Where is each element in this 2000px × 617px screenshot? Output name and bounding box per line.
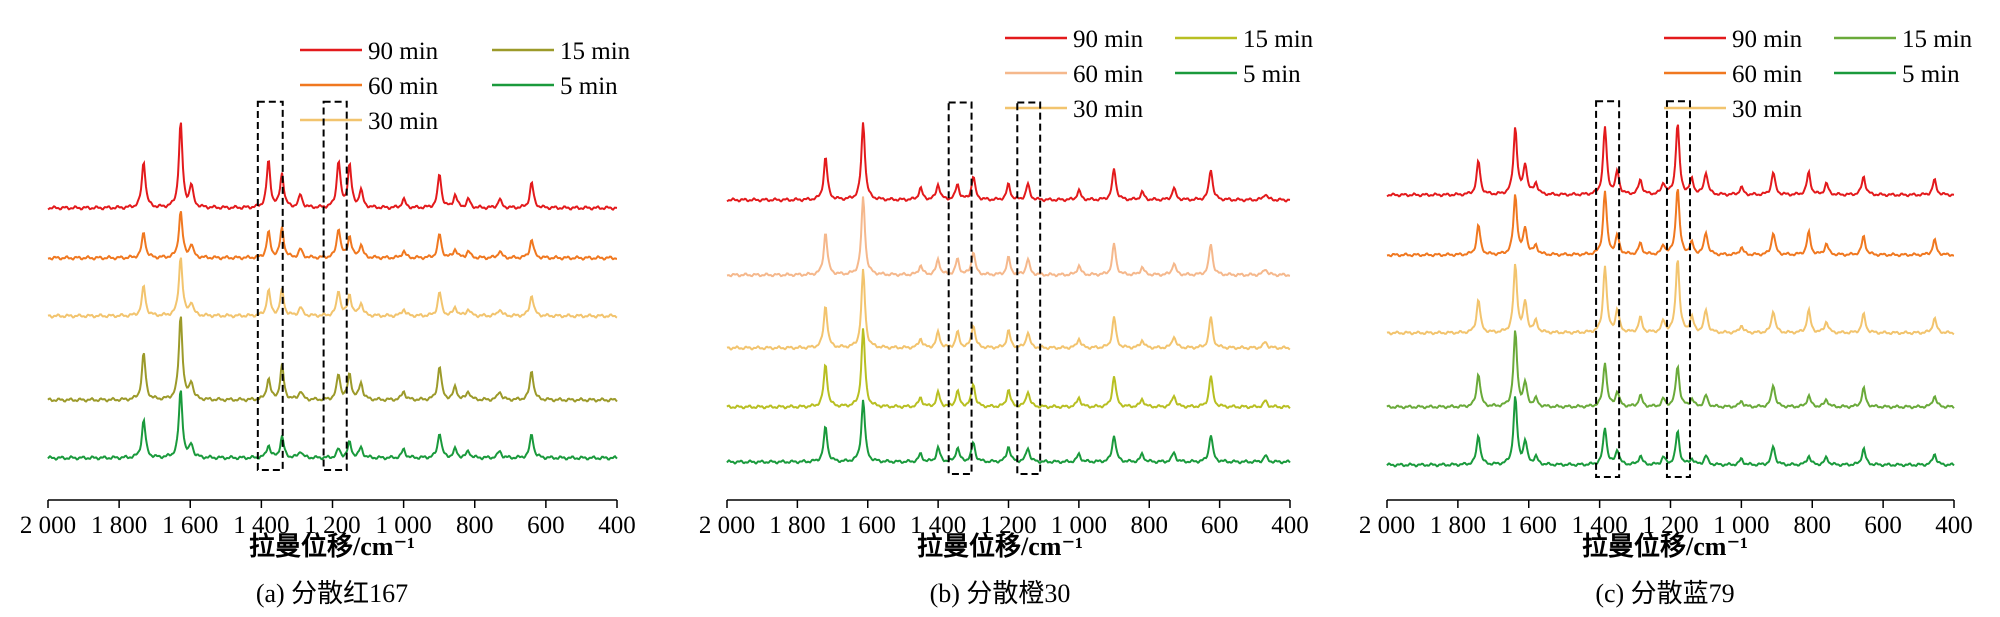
dashed-highlight-box [947,101,973,475]
legend-label: 60 min [368,73,439,100]
spectrum-line [47,211,617,261]
panel-b: 90 min 60 min 30 min 15 min 5 min 2 000 1 800… [699,26,1314,608]
dashed-highlight-box [256,100,284,471]
x-tick-label: 1 200 [304,512,360,539]
plot-area [1386,100,1955,478]
spectrum-line [726,122,1291,203]
x-tick-label: 400 [1935,512,1973,539]
x-tick-label: 1 600 [1501,512,1557,539]
x-tick-label: 400 [598,512,636,539]
x-tick-label: 1 000 [376,512,432,539]
x-tick-label: 600 [1201,512,1239,539]
spectrum-line [1386,396,1955,468]
x-tick-label: 1 400 [1572,512,1628,539]
spectrum-line [1386,330,1955,410]
spectrum-line [726,399,1291,465]
x-tick-label: 1 200 [980,512,1036,539]
x-tick-label: 1 400 [233,512,289,539]
legend-label: 90 min [1732,26,1803,53]
x-axis: 2 000 1 800 1 600 1 400 1 200 1 000 800 600 400 [1359,499,1973,539]
legend-label: 60 min [1732,61,1803,88]
spectrum-line [726,328,1291,410]
x-tick-label: 1 800 [1430,512,1486,539]
legend-label: 5 min [1902,61,1960,88]
legend-label: 15 min [1243,26,1314,53]
spectrum-line [1386,189,1954,258]
x-tick-label: 1 400 [910,512,966,539]
x-tick-label: 2 000 [1359,512,1415,539]
dashed-highlight-box [1665,100,1691,478]
legend-label: 30 min [368,108,439,135]
x-tick-label: 600 [527,512,565,539]
x-axis: 2 000 1 800 1 600 1 400 1 200 1 000 800 600 400 [699,499,1309,539]
legend-label: 90 min [368,38,439,65]
x-tick-label: 1 000 [1051,512,1107,539]
x-tick-label: 2 000 [699,512,755,539]
legend-label: 90 min [1073,26,1144,53]
legend-label: 60 min [1073,61,1144,88]
spectrum-line [726,268,1291,351]
panel-c: 90 min 60 min 30 min 15 min 5 min 2 000 1 800… [1359,26,1973,608]
x-tick-label: 800 [456,512,494,539]
legend-label: 15 min [1902,26,1973,53]
panel-a: 90 min 60 min 30 min 15 min 5 min 2 000 1 800… [20,38,636,608]
panel-caption: (a) 分散红167 [256,579,408,608]
spectrum-line [47,316,618,403]
spectrum-line [726,196,1291,278]
spectrum-line [1386,124,1955,198]
panel-caption: (c) 分散蓝79 [1595,579,1734,608]
legend: 90 min 60 min 30 min 15 min 5 min [1005,26,1314,123]
x-tick-label: 1 800 [91,512,147,539]
spectrum-line [47,390,618,461]
panel-caption: (b) 分散橙30 [930,579,1071,608]
x-axis-title: 拉曼位移/cm⁻¹ [249,531,415,561]
x-tick-label: 400 [1271,512,1309,539]
x-tick-label: 1 600 [162,512,218,539]
dashed-highlight-box [322,100,348,471]
x-tick-label: 1 600 [840,512,896,539]
x-tick-label: 600 [1864,512,1902,539]
legend: 90 min 60 min 30 min 15 min 5 min [1664,26,1973,123]
dashed-highlight-box [1016,101,1042,475]
x-axis-title: 拉曼位移/cm⁻¹ [917,531,1083,561]
plot-area [47,100,618,471]
legend-label: 30 min [1732,96,1803,123]
x-tick-label: 800 [1131,512,1169,539]
x-tick-label: 2 000 [20,512,76,539]
legend-label: 5 min [1243,61,1301,88]
spectrum-line [47,257,618,319]
dashed-highlight-box [1595,100,1621,478]
x-tick-label: 1 800 [769,512,825,539]
x-axis-title: 拉曼位移/cm⁻¹ [1582,531,1748,561]
spectrum-line [1386,260,1955,336]
legend-label: 30 min [1073,96,1144,123]
x-tick-label: 800 [1794,512,1832,539]
legend-label: 15 min [560,38,631,65]
plot-area [726,101,1291,475]
x-tick-label: 1 200 [1642,512,1698,539]
x-axis: 2 000 1 800 1 600 1 400 1 200 1 000 800 600 400 [20,499,636,539]
legend: 90 min 60 min 30 min 15 min 5 min [300,38,631,135]
legend-label: 5 min [560,73,618,100]
spectrum-line [47,122,618,211]
x-tick-label: 1 000 [1713,512,1769,539]
